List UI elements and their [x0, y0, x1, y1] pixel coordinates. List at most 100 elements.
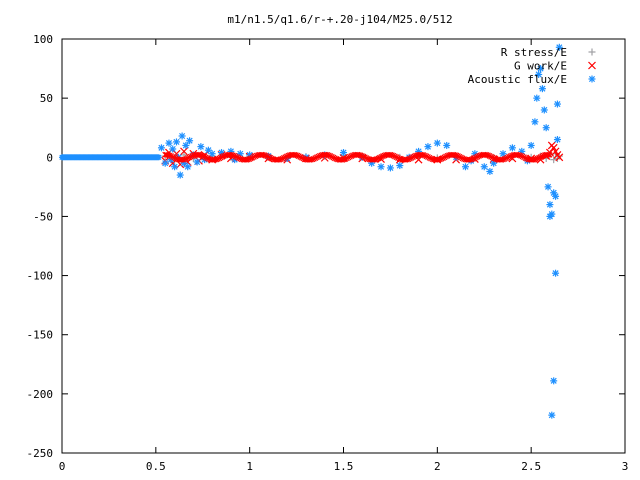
data-point	[165, 139, 173, 147]
series-2	[157, 43, 563, 419]
x-tick-label: 2.5	[521, 460, 541, 473]
data-point	[486, 167, 494, 175]
data-point	[499, 150, 507, 158]
data-point	[197, 143, 205, 151]
data-point	[181, 156, 188, 163]
data-point	[546, 151, 553, 158]
data-point	[180, 147, 188, 156]
data-point	[555, 153, 564, 162]
data-point	[550, 156, 558, 164]
y-tick-label: 0	[46, 151, 53, 164]
x-tick-label: 3	[622, 460, 629, 473]
data-point	[172, 138, 180, 146]
data-point	[166, 152, 173, 159]
data-point	[468, 156, 475, 163]
data-point	[246, 156, 253, 163]
y-tick-label: -250	[27, 447, 54, 460]
data-point	[433, 139, 441, 147]
data-point	[533, 156, 539, 163]
data-point	[437, 156, 443, 163]
data-point	[261, 152, 268, 159]
data-point	[204, 146, 212, 154]
data-point	[552, 269, 560, 277]
legend-marker	[588, 61, 596, 70]
data-point	[544, 183, 552, 191]
data-point	[377, 163, 385, 171]
data-point	[340, 156, 347, 163]
data-point	[277, 156, 284, 163]
data-point	[548, 210, 556, 218]
data-point	[198, 152, 205, 159]
legend-marker	[588, 48, 596, 56]
data-point	[184, 163, 192, 171]
data-point	[516, 152, 523, 159]
data-point	[501, 156, 508, 162]
data-point	[155, 154, 162, 161]
data-point	[545, 151, 551, 158]
data-point	[186, 137, 194, 145]
data-point	[169, 145, 177, 153]
plot-frame	[61, 38, 626, 454]
data-point	[538, 85, 546, 93]
data-point	[540, 106, 548, 114]
y-tick-label: -200	[27, 388, 54, 401]
data-point	[480, 163, 488, 171]
y-tick-label: -100	[27, 270, 54, 283]
data-point	[485, 152, 491, 159]
data-point	[424, 143, 432, 151]
y-tick-label: -50	[33, 210, 53, 223]
data-point	[461, 163, 469, 171]
data-point	[535, 70, 543, 78]
data-point	[176, 171, 184, 179]
y-tick-label: -150	[27, 329, 54, 342]
data-point	[218, 149, 226, 157]
legend-label: Acoustic flux/E	[468, 73, 567, 86]
data-point	[527, 141, 535, 149]
y-tick-label: 100	[33, 33, 53, 46]
data-point	[533, 94, 541, 102]
data-point	[453, 152, 460, 159]
data-point	[396, 162, 404, 170]
data-point	[208, 150, 216, 158]
legend-label: G work/E	[514, 60, 567, 73]
x-tick-label: 0.5	[146, 460, 166, 473]
data-point	[161, 159, 169, 167]
data-point	[182, 141, 190, 149]
data-point	[553, 136, 561, 144]
data-point	[229, 152, 236, 159]
series-dense-band	[59, 151, 553, 163]
data-point	[550, 377, 558, 385]
data-point	[309, 156, 316, 163]
legend-label: R stress/E	[501, 46, 567, 59]
data-point	[340, 149, 347, 157]
data-point	[373, 156, 380, 162]
data-point	[443, 141, 451, 149]
data-point	[214, 156, 221, 162]
data-point	[193, 158, 201, 166]
chart-title: m1/n1.5/q1.6/r-+.20-j104/M25.0/512	[227, 13, 452, 26]
data-point	[508, 144, 516, 152]
data-point	[386, 164, 394, 172]
data-point	[357, 152, 364, 159]
axes: 0 0.5 1 1.5 2 2.5 3 100 50 0 -50 -100 -150 -200 -250	[27, 33, 629, 473]
data-point	[555, 43, 563, 51]
data-point	[325, 152, 332, 159]
x-tick-label: 1.5	[334, 460, 354, 473]
data-point	[178, 132, 186, 140]
data-point	[294, 152, 301, 159]
x-tick-label: 0	[59, 460, 66, 473]
legend-marker	[588, 75, 596, 83]
y-tick-label: 50	[40, 92, 53, 105]
data-marks	[59, 43, 564, 419]
data-point	[542, 124, 550, 132]
data-point	[171, 163, 179, 171]
data-point	[553, 100, 561, 108]
data-point	[546, 201, 554, 209]
data-point	[537, 65, 545, 73]
data-point	[157, 144, 165, 152]
x-tick-label: 2	[434, 460, 441, 473]
data-point	[552, 192, 560, 200]
data-point	[531, 118, 539, 126]
